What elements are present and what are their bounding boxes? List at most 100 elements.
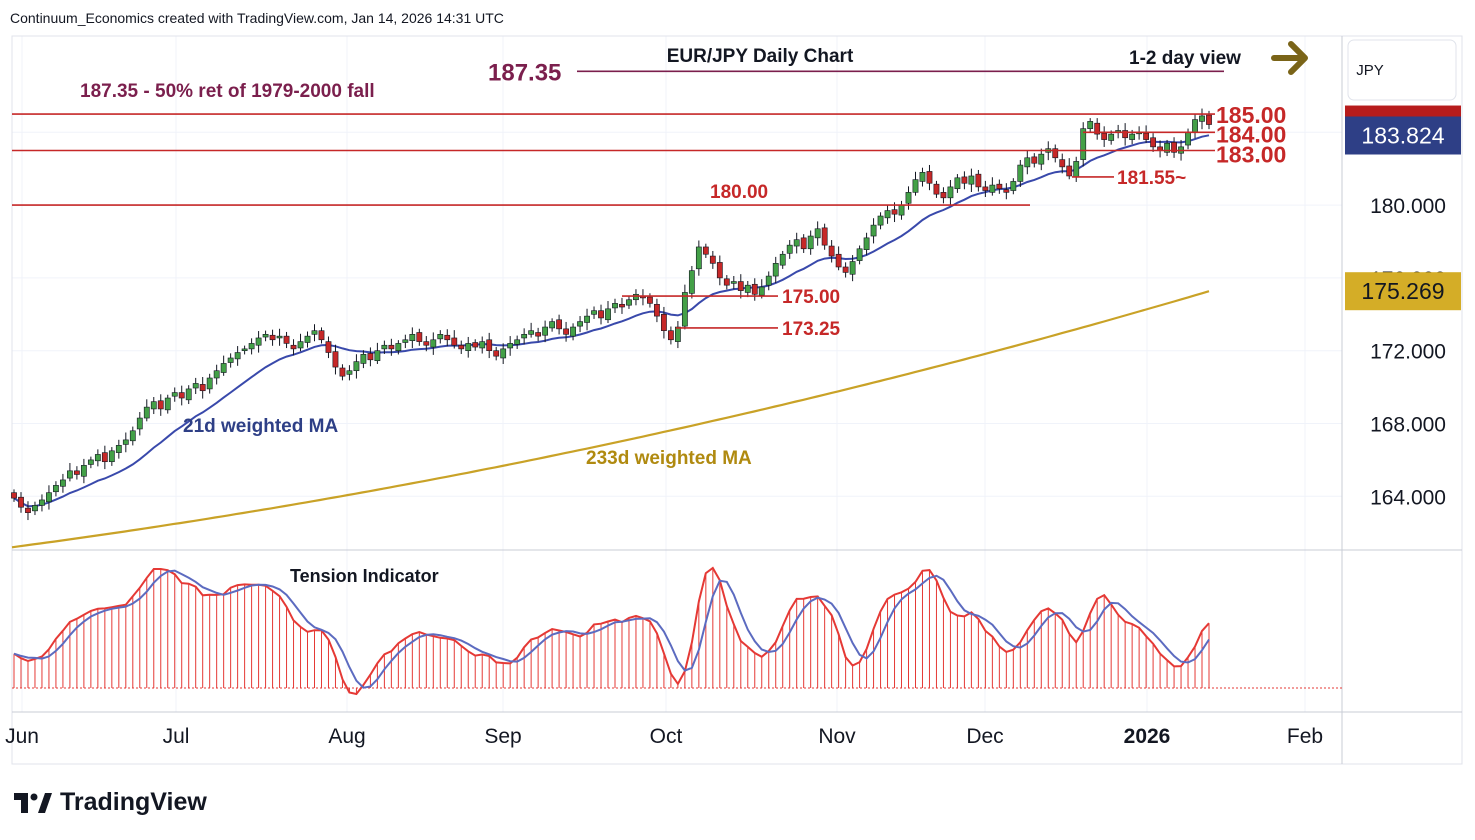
- candle-body-up: [570, 326, 576, 337]
- candle-body-down: [1094, 122, 1101, 135]
- candle-body-up: [374, 350, 381, 362]
- fib-note: 187.35 - 50% ret of 1979-2000 fall: [80, 81, 375, 102]
- candle-body-down: [18, 496, 24, 508]
- right-arrow-icon: [1271, 41, 1308, 75]
- candle-body-up: [192, 383, 199, 389]
- level-label-184: 184.00: [1216, 121, 1286, 147]
- candle-body-up: [500, 348, 507, 359]
- candle-body-up: [730, 281, 737, 284]
- tradingview-mark-icon: [14, 792, 52, 813]
- candle-body-down: [1143, 132, 1150, 140]
- axes: Jun Jul Aug Sep Oct Nov Dec 2026 Feb 164.000 168.0…: [5, 39, 1461, 748]
- candle-body-up: [150, 401, 157, 410]
- candle-body-up: [1038, 153, 1045, 165]
- candle-body-down: [1003, 189, 1010, 193]
- currency-label: JPY: [1356, 62, 1384, 79]
- candle-body-up: [402, 339, 409, 343]
- candle-body-up: [856, 248, 863, 261]
- candle-body-up: [53, 485, 59, 493]
- candle-body-up: [346, 370, 353, 375]
- candle-body-up: [626, 299, 632, 306]
- candle-body-up: [164, 397, 171, 411]
- candle-body-down: [332, 351, 339, 368]
- candle-body-up: [1017, 164, 1024, 182]
- candle-body-down: [1206, 114, 1212, 125]
- levels: 187.35 187.35 - 50% ret of 1979-2000 fall…: [12, 59, 1286, 340]
- chart-title: EUR/JPY Daily Chart: [667, 46, 854, 67]
- candle-body-up: [793, 239, 800, 247]
- tension-line: [13, 566, 1210, 696]
- candle-body-down: [828, 245, 835, 257]
- candle-body-down: [535, 332, 542, 337]
- candle-body-up: [234, 352, 241, 360]
- candle-body-down: [458, 344, 465, 350]
- candle-body-up: [807, 235, 814, 250]
- candle-body-up: [507, 343, 514, 349]
- candle-body-down: [556, 319, 562, 330]
- candle-body-down: [178, 392, 185, 399]
- x-tick-label: Aug: [328, 725, 365, 748]
- candle-body-down: [157, 400, 164, 410]
- price-badge-ma233: [1345, 272, 1461, 311]
- candle-body-down: [842, 266, 849, 273]
- level-label-183: 183.00: [1216, 142, 1286, 168]
- tension-label: Tension Indicator: [290, 566, 439, 586]
- candle-body-down: [598, 310, 604, 319]
- level-label-181: 181.55~: [1117, 168, 1186, 189]
- candle-body-down: [654, 303, 660, 317]
- candle-body-down: [996, 183, 1003, 190]
- currency-button-frame: [1347, 39, 1457, 101]
- candle-body-up: [122, 439, 129, 445]
- candle-body-up: [905, 192, 912, 204]
- level-label-185: 185.00: [1216, 102, 1286, 128]
- candle-body-down: [486, 339, 493, 351]
- candle-body-down: [1059, 159, 1066, 168]
- y-tick-label: 172.000: [1370, 341, 1446, 364]
- candle-body-down: [451, 337, 458, 346]
- candle-body-up: [297, 341, 304, 349]
- level-label-187: 187.35: [488, 59, 561, 86]
- candle-body-down: [423, 341, 430, 346]
- price-badge-ma21: [1345, 116, 1461, 155]
- chart-border: [11, 35, 1463, 765]
- candle-body-down: [11, 492, 17, 499]
- candle-body-up: [220, 363, 227, 373]
- candle-body-up: [1185, 132, 1191, 146]
- candle-body-down: [982, 186, 989, 191]
- candle-body-down: [716, 262, 723, 279]
- x-tick-label: Sep: [484, 725, 521, 748]
- candle-body-up: [877, 215, 884, 226]
- candle-body-up: [695, 246, 702, 270]
- candle-body-up: [1010, 181, 1017, 191]
- ma21-label: 21d weighted MA: [183, 416, 338, 437]
- view-label: 1-2 day view: [1129, 48, 1241, 69]
- candle-body-up: [465, 343, 472, 352]
- candle-body-down: [563, 328, 569, 335]
- candle-body-up: [80, 465, 87, 477]
- tradingview-logo[interactable]: TradingView: [14, 788, 207, 817]
- candle-body-up: [849, 261, 856, 275]
- candle-body-up: [143, 406, 150, 419]
- candle-body-down: [1122, 130, 1129, 139]
- candle-body-up: [108, 450, 115, 463]
- candle-body-down: [1031, 156, 1038, 164]
- candle-body-down: [661, 313, 667, 331]
- level-label-175: 175.00: [782, 287, 840, 308]
- ma233-label: 233d weighted MA: [586, 448, 752, 469]
- candle-body-up: [136, 417, 143, 430]
- candle-body-down: [101, 452, 108, 463]
- panel-frames: [11, 35, 1463, 765]
- candle-body-up: [479, 341, 486, 349]
- candle-body-down: [367, 353, 374, 361]
- candle-body-up: [744, 284, 751, 293]
- candle-body-down: [723, 278, 730, 286]
- candle-body-up: [1199, 115, 1205, 122]
- candle-body-down: [472, 342, 479, 348]
- candle-body-up: [206, 377, 213, 390]
- candle-body-down: [821, 227, 828, 246]
- candle-body-up: [758, 286, 765, 296]
- candle-body-down: [940, 192, 947, 199]
- candle-body-up: [577, 321, 583, 327]
- candle-body-up: [870, 224, 877, 237]
